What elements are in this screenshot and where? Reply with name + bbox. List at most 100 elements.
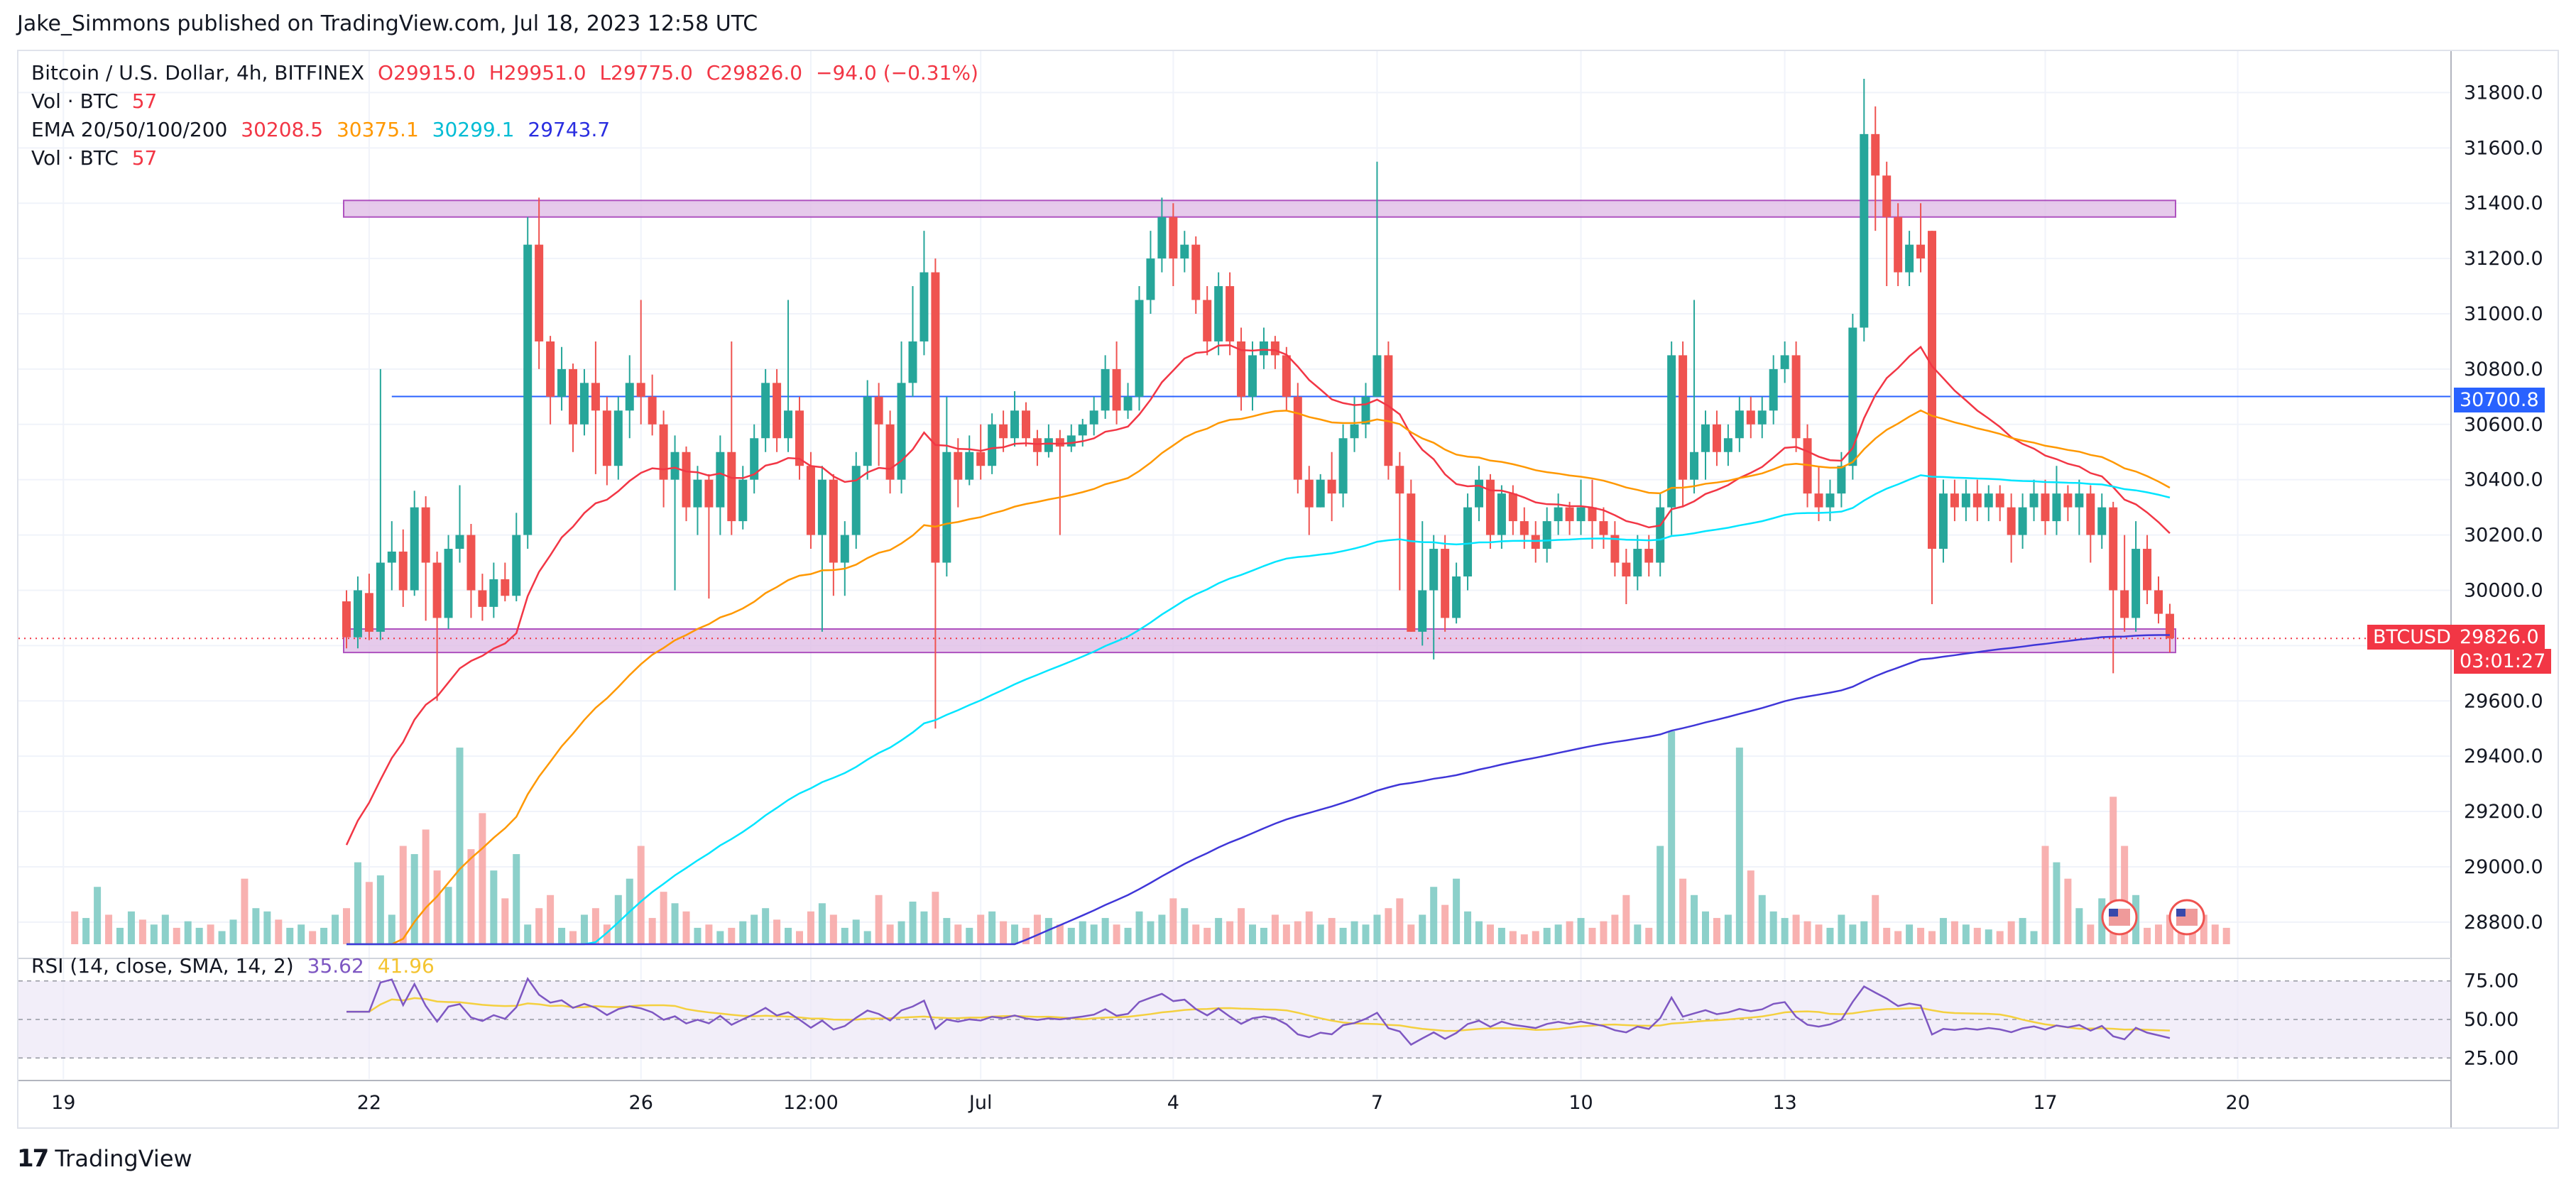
volume-bar [1747, 870, 1754, 944]
volume-bar [1803, 921, 1811, 944]
volume-bar [1996, 931, 2004, 944]
candle [342, 601, 351, 638]
x-tick-label: 13 [1772, 1092, 1796, 1114]
candle [364, 593, 373, 632]
volume-bar [920, 911, 928, 944]
volume-bar [376, 875, 384, 944]
volume-bar [762, 908, 770, 944]
volume-bar [479, 813, 486, 944]
volume-bar [490, 870, 498, 944]
candle [965, 452, 974, 480]
footer: 17 TradingView [17, 1144, 192, 1173]
volume-bar [1985, 929, 1992, 944]
candle [1633, 549, 1642, 576]
x-tick-label: 19 [51, 1092, 75, 1114]
candle [1905, 244, 1914, 273]
candle [1882, 175, 1892, 217]
volume-bar [1407, 924, 1415, 944]
candle [2086, 493, 2095, 535]
volume-bar [2019, 918, 2026, 944]
candle [557, 368, 567, 397]
volume-bar [195, 927, 203, 944]
y-tick-label: 31800.0 [2464, 82, 2543, 104]
candle [988, 424, 997, 466]
candle [1565, 507, 1574, 522]
candle [840, 535, 849, 563]
volume-bar [513, 854, 520, 944]
candle [1022, 410, 1030, 439]
volume-bar [354, 862, 361, 944]
y-tick-label: 31200.0 [2464, 248, 2543, 270]
candle [1361, 396, 1370, 425]
volume-bar [1271, 914, 1279, 944]
volume-bar [1668, 731, 1676, 944]
volume-bar [1067, 927, 1075, 944]
volume-bar [524, 924, 532, 944]
volume-bar [1939, 918, 1947, 944]
ema200-line [346, 634, 2170, 946]
candle [1622, 562, 1631, 576]
price-chart[interactable]: 75.00 50.00 25.00 31800.0 31600.0 31400.0 312… [0, 0, 2576, 1144]
candle [1282, 355, 1291, 397]
volume-bar [1849, 924, 1857, 944]
y-tick-label: 30400.0 [2464, 469, 2543, 491]
volume-bar [116, 927, 124, 944]
symbol-tag: BTCUSD [2367, 625, 2457, 650]
volume-bar [1566, 921, 1573, 944]
volume-bar [2155, 924, 2162, 944]
chart-frame[interactable] [17, 50, 2559, 1129]
y-tick-label: 29200.0 [2464, 801, 2543, 823]
candle [851, 466, 861, 535]
y-tick-label: 30000.0 [2464, 579, 2543, 601]
volume-bar [897, 921, 905, 944]
rsi-level-label: 25.00 [2464, 1047, 2518, 1069]
tradingview-logo-icon[interactable]: 17 [17, 1144, 49, 1173]
volume-bar [332, 914, 339, 944]
candle [863, 396, 872, 466]
volume-bar [2121, 846, 2129, 944]
volume-bar [1622, 895, 1630, 944]
volume-bar [1724, 914, 1732, 944]
volume-bar [1735, 748, 1743, 944]
candle [1123, 396, 1133, 411]
volume-bar [410, 854, 418, 944]
x-tick-label: 4 [1167, 1092, 1179, 1114]
volume-bar [1226, 921, 1234, 944]
candle [432, 562, 442, 618]
candle [1066, 435, 1076, 447]
volume-bar [751, 914, 758, 944]
candle [1327, 479, 1336, 494]
legend-high: H29951.0 [489, 61, 586, 84]
candle [931, 272, 940, 563]
candle [795, 410, 804, 466]
volume-bar [682, 911, 690, 944]
x-tick-label: 20 [2225, 1092, 2249, 1114]
candle [1032, 438, 1042, 452]
candle [1837, 466, 1846, 494]
candle [1961, 493, 1970, 508]
candle [478, 590, 487, 607]
candle [579, 383, 589, 425]
candle [1656, 507, 1665, 563]
volume-bar [1815, 924, 1823, 944]
y-tick-label: 31400.0 [2464, 192, 2543, 214]
candle [1372, 355, 1382, 397]
candle [501, 579, 510, 596]
volume-bar [2064, 878, 2072, 944]
footer-brand[interactable]: TradingView [55, 1145, 192, 1172]
volume-bar [1894, 931, 1902, 944]
volume-bar [1645, 927, 1653, 944]
volume-bar [909, 902, 917, 944]
legend-volume-1: Vol · BTC 57 [31, 89, 164, 113]
candle [750, 438, 759, 480]
candle [2007, 507, 2016, 535]
candle [738, 479, 748, 522]
ema100-line [346, 474, 2171, 946]
volume-bar [150, 924, 158, 944]
volume-bar [773, 919, 781, 944]
volume-bar [1135, 911, 1143, 944]
volume-bar [173, 927, 180, 944]
volume-bar [1702, 911, 1709, 944]
volume-bar [977, 914, 985, 944]
volume-bar [82, 918, 90, 944]
